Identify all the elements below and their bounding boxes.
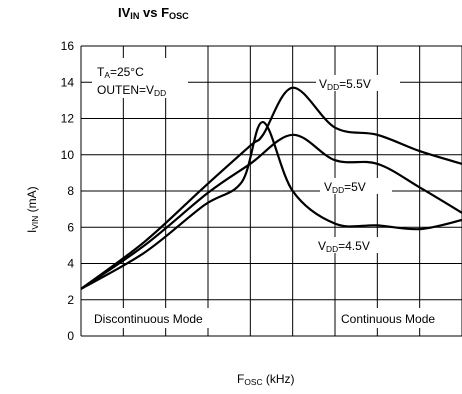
- chart-title: IVIN vs FOSC: [118, 5, 189, 21]
- series-lines: [80, 86, 462, 290]
- y-tick-label: 8: [67, 184, 74, 198]
- series-line-1: [80, 133, 462, 290]
- x-axis-label: FOSC (kHz): [237, 372, 295, 387]
- series-labels: VDD=5.5V VDD=5V VDD=4.5V: [314, 75, 400, 254]
- y-tick-label: 12: [61, 112, 75, 126]
- conditions-box: TA=25°C OUTEN=VDD: [92, 58, 188, 98]
- y-tick-labels: 0 2 4 6 8 10 12 14 16: [61, 39, 75, 343]
- y-tick-label: 10: [61, 148, 75, 162]
- y-tick-label: 6: [67, 220, 74, 234]
- mode-labels: Discontinuous Mode Continuous Mode: [89, 308, 452, 328]
- y-tick-label: 0: [67, 329, 74, 343]
- region-label-discontinuous: Discontinuous Mode: [94, 312, 203, 326]
- y-axis-label: IVIN (mA): [25, 186, 40, 233]
- condition-outen: OUTEN=VDD: [97, 83, 166, 98]
- series-label-vdd-5v: VDD=5V: [324, 180, 366, 195]
- region-label-continuous: Continuous Mode: [341, 312, 435, 326]
- y-tick-label: 14: [61, 75, 75, 89]
- series-label-vdd-5.5v: VDD=5.5V: [319, 77, 371, 92]
- y-tick-label: 2: [67, 293, 74, 307]
- condition-temperature: TA=25°C: [97, 65, 144, 80]
- series-line-2: [80, 121, 462, 290]
- series-label-vdd-4.5v: VDD=4.5V: [318, 239, 370, 254]
- y-tick-label: 4: [67, 257, 74, 271]
- y-tick-label: 16: [61, 39, 75, 53]
- series-line-0: [80, 86, 462, 290]
